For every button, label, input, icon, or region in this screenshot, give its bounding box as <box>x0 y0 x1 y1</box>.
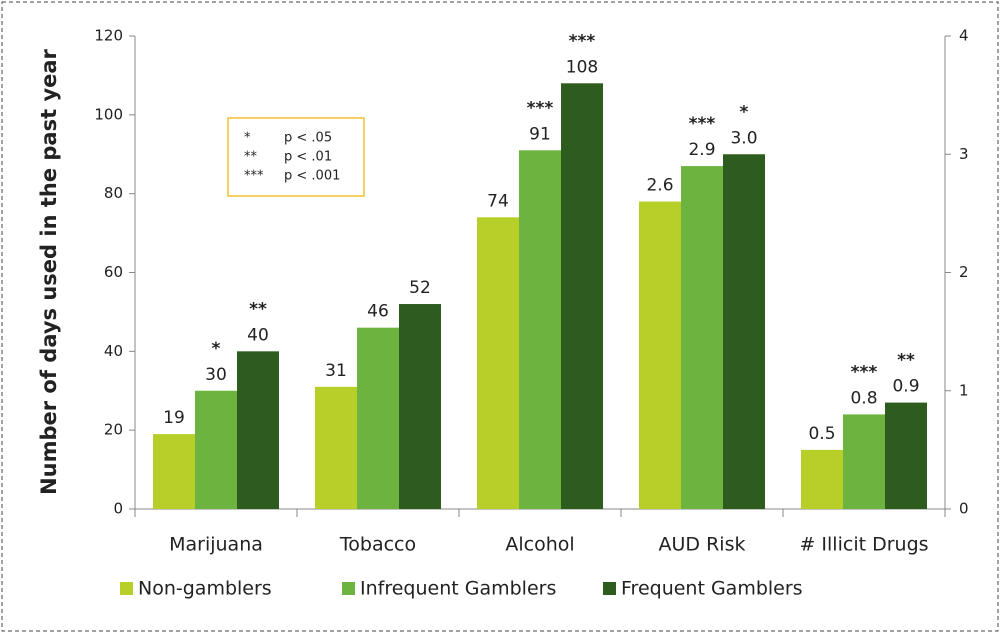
legend-swatch <box>603 582 616 595</box>
bar <box>561 83 603 510</box>
y-tick-label: 0 <box>113 500 123 518</box>
legend-label: Infrequent Gamblers <box>360 578 556 600</box>
significance-stars: *** <box>689 114 716 134</box>
y-tick-label: 20 <box>104 421 123 439</box>
value-label: 40 <box>247 325 269 345</box>
significance-stars: ** <box>249 299 267 319</box>
value-label: 2.9 <box>688 140 715 160</box>
key-symbol: ** <box>244 150 258 165</box>
significance-stars: ** <box>897 351 915 371</box>
y2-tick-label: 4 <box>959 27 969 45</box>
key-label: p < .01 <box>284 150 332 165</box>
bar <box>639 201 681 510</box>
y2-tick-label: 0 <box>959 500 969 518</box>
y2-tick-label: 1 <box>959 381 969 399</box>
value-label: 2.6 <box>646 176 673 196</box>
bar <box>399 304 441 509</box>
bar <box>723 154 765 509</box>
y2-tick-label: 3 <box>959 145 969 163</box>
bar <box>519 150 561 509</box>
legend-label: Non-gamblers <box>138 578 272 600</box>
significance-stars: *** <box>527 98 554 118</box>
bar <box>357 327 399 509</box>
x-tick-label: Tobacco <box>339 534 416 556</box>
significance-stars: *** <box>569 31 596 51</box>
x-tick-label: AUD Risk <box>659 534 746 556</box>
key-symbol: *** <box>244 169 264 184</box>
y-tick-label: 100 <box>94 105 123 123</box>
value-label: 0.5 <box>808 424 835 444</box>
bar <box>153 434 195 509</box>
legend-swatch <box>342 582 355 595</box>
x-tick-label: Alcohol <box>505 534 574 556</box>
significance-key-box <box>227 117 365 197</box>
bar <box>237 351 279 509</box>
bar <box>801 449 843 509</box>
key-label: p < .001 <box>284 169 340 184</box>
value-label: 52 <box>409 278 431 298</box>
legend-swatch <box>120 582 133 595</box>
value-label: 108 <box>566 57 598 77</box>
value-label: 19 <box>163 408 185 428</box>
value-label: 30 <box>205 365 227 385</box>
bar <box>477 217 519 510</box>
bar <box>315 386 357 509</box>
value-label: 31 <box>325 361 347 381</box>
y2-tick-label: 2 <box>959 263 969 281</box>
significance-stars: *** <box>851 362 878 382</box>
y-tick-label: 80 <box>104 184 123 202</box>
value-label: 46 <box>367 302 389 322</box>
value-label: 0.8 <box>850 388 877 408</box>
value-label: 91 <box>529 124 551 144</box>
value-label: 3.0 <box>730 128 757 148</box>
value-label: 74 <box>487 191 509 211</box>
significance-stars: * <box>212 339 221 359</box>
bar <box>681 166 723 509</box>
legend-label: Frequent Gamblers <box>621 578 803 600</box>
y-tick-label: 60 <box>104 263 123 281</box>
y-tick-label: 120 <box>94 27 123 45</box>
key-symbol: * <box>244 131 251 146</box>
significance-stars: * <box>740 102 749 122</box>
value-label: 0.9 <box>892 377 919 397</box>
bar <box>843 414 885 509</box>
y-tick-label: 40 <box>104 342 123 360</box>
bar <box>885 402 927 509</box>
bar <box>195 390 237 509</box>
x-tick-label: Marijuana <box>169 534 263 556</box>
x-tick-label: # Illicit Drugs <box>799 534 928 556</box>
key-label: p < .05 <box>284 131 332 146</box>
y-axis-title: Number of days used in the past year <box>37 48 61 494</box>
